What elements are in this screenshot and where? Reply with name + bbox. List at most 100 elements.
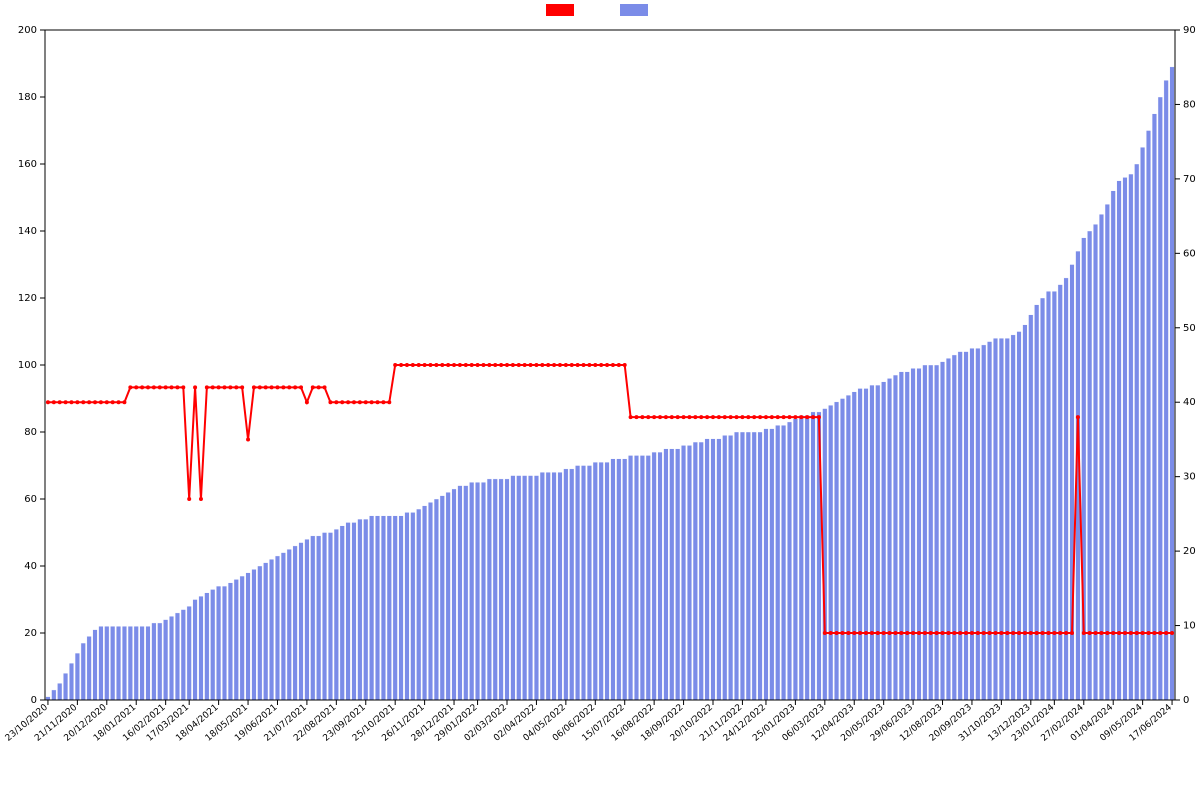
line-marker: [275, 385, 279, 389]
bar: [316, 536, 321, 700]
bar: [81, 643, 86, 700]
bar: [328, 533, 333, 701]
bar: [940, 362, 945, 700]
left-axis-label: 20: [24, 628, 37, 639]
bar: [458, 486, 463, 700]
bar: [387, 516, 392, 700]
line-marker: [481, 363, 485, 367]
line-marker: [1170, 631, 1174, 635]
line-marker: [840, 631, 844, 635]
right-axis-label: 60: [1183, 248, 1196, 259]
bar: [964, 352, 969, 700]
line-marker: [523, 363, 527, 367]
bar: [1158, 97, 1163, 700]
bar: [128, 626, 133, 700]
line-marker: [988, 631, 992, 635]
bar: [1129, 174, 1134, 700]
line-marker: [617, 363, 621, 367]
bar: [1023, 325, 1028, 700]
line-marker: [1058, 631, 1062, 635]
line-marker: [211, 385, 215, 389]
line-marker: [587, 363, 591, 367]
line-marker: [740, 415, 744, 419]
bar: [781, 425, 786, 700]
right-axis-label: 80: [1183, 99, 1196, 110]
line-marker: [270, 385, 274, 389]
line-marker: [605, 363, 609, 367]
line-marker: [87, 400, 91, 404]
bar: [870, 385, 875, 700]
line-marker: [170, 385, 174, 389]
line-marker: [764, 415, 768, 419]
line-marker: [258, 385, 262, 389]
bar: [717, 439, 722, 700]
bar: [210, 589, 215, 700]
bar: [611, 459, 616, 700]
bar: [887, 378, 892, 700]
bar: [363, 519, 368, 700]
bar: [263, 563, 268, 700]
line-marker: [411, 363, 415, 367]
right-axis-label: 30: [1183, 472, 1196, 483]
bar: [181, 610, 186, 700]
line-marker: [682, 415, 686, 419]
bar: [411, 512, 416, 700]
line-marker: [328, 400, 332, 404]
bar: [228, 583, 233, 700]
line-marker: [146, 385, 150, 389]
line-marker: [1023, 631, 1027, 635]
bar: [758, 432, 763, 700]
line-marker: [117, 400, 121, 404]
bar: [1117, 181, 1122, 700]
bar: [57, 683, 62, 700]
bar: [770, 429, 775, 700]
line-marker: [976, 631, 980, 635]
bar: [1164, 80, 1169, 700]
right-axis-label: 40: [1183, 397, 1196, 408]
line-marker: [799, 415, 803, 419]
bar: [575, 466, 580, 701]
bar: [258, 566, 263, 700]
line-marker: [1029, 631, 1033, 635]
bar: [157, 623, 162, 700]
line-marker: [652, 415, 656, 419]
bar: [569, 469, 574, 700]
line-marker: [746, 415, 750, 419]
line-marker: [911, 631, 915, 635]
line-marker: [387, 400, 391, 404]
line-marker: [517, 363, 521, 367]
left-axis-label: 120: [18, 293, 37, 304]
bar: [658, 452, 663, 700]
bar: [1105, 204, 1110, 700]
bar: [564, 469, 569, 700]
right-axis-label: 20: [1183, 546, 1196, 557]
bar: [740, 432, 745, 700]
line-marker: [693, 415, 697, 419]
line-marker: [864, 631, 868, 635]
bar: [1052, 291, 1057, 700]
bar: [63, 673, 68, 700]
bar: [116, 626, 121, 700]
bar: [352, 522, 357, 700]
bar: [269, 559, 274, 700]
line-marker: [964, 631, 968, 635]
line-marker: [558, 363, 562, 367]
line-marker: [505, 363, 509, 367]
line-marker: [1070, 631, 1074, 635]
line-marker: [487, 363, 491, 367]
left-axis-label: 60: [24, 494, 37, 505]
bar: [622, 459, 627, 700]
bar: [1017, 332, 1022, 701]
bar: [416, 509, 421, 700]
bar: [87, 636, 92, 700]
line-marker: [576, 363, 580, 367]
line-marker: [552, 363, 556, 367]
line-marker: [81, 400, 85, 404]
bar: [775, 425, 780, 700]
bar: [652, 452, 657, 700]
legend: [0, 4, 1200, 16]
bar: [670, 449, 675, 700]
line-marker: [676, 415, 680, 419]
line-marker: [1141, 631, 1145, 635]
bar: [299, 543, 304, 700]
